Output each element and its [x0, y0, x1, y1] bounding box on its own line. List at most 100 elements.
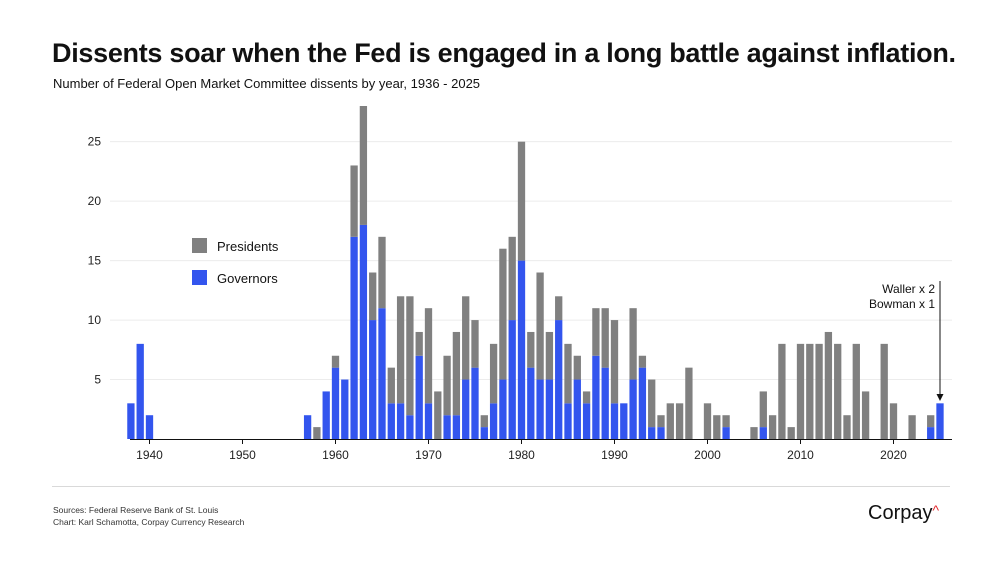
x-tick-label: 2020 — [880, 448, 907, 462]
bar-governors — [489, 403, 498, 439]
bar-presidents — [517, 141, 526, 261]
legend-label-governors: Governors — [217, 271, 278, 286]
bar-governors — [359, 224, 368, 439]
x-tick-label: 1950 — [229, 448, 256, 462]
bar-governors — [303, 415, 312, 439]
bar-governors — [471, 367, 479, 439]
y-tick-label: 15 — [88, 254, 102, 268]
bar-presidents — [452, 331, 461, 416]
bar-governors — [350, 236, 358, 439]
bar-governors — [759, 427, 767, 439]
sources-block: Sources: Federal Reserve Bank of St. Lou… — [53, 504, 244, 528]
bar-governors — [443, 415, 451, 439]
bar-governors — [648, 427, 656, 439]
bar-governors — [936, 403, 944, 439]
x-tick-label: 1990 — [601, 448, 628, 462]
bar-governors — [406, 415, 414, 439]
bar-presidents — [806, 343, 814, 439]
bar-governors — [136, 343, 144, 439]
y-tick-label: 5 — [94, 373, 101, 387]
bar-governors — [369, 320, 377, 439]
bar-governors — [331, 367, 340, 439]
legend-swatch-governors — [192, 270, 207, 285]
x-tick-label: 2010 — [787, 448, 814, 462]
bar-presidents — [666, 403, 674, 439]
x-tick-label: 1940 — [136, 448, 163, 462]
bar-presidents — [499, 248, 507, 380]
chart-title: Dissents soar when the Fed is engaged in… — [52, 38, 956, 68]
bar-series — [127, 106, 944, 439]
bar-presidents — [378, 236, 386, 309]
bar-governors — [610, 403, 619, 439]
bar-presidents — [471, 320, 479, 368]
footer-divider — [52, 486, 950, 487]
bar-governors — [722, 427, 730, 439]
bar-presidents — [489, 343, 498, 404]
bar-governors — [378, 308, 386, 439]
bar-presidents — [675, 403, 684, 439]
annotation-arrow-head — [936, 394, 944, 401]
bar-presidents — [824, 331, 833, 439]
bar-governors — [592, 355, 600, 439]
corpay-logo: Corpay^ — [868, 502, 939, 525]
bar-presidents — [815, 343, 823, 439]
bar-governors — [564, 403, 572, 439]
credit-text: Chart: Karl Schamotta, Corpay Currency R… — [53, 517, 245, 527]
bar-presidents — [369, 272, 377, 321]
bar-presidents — [796, 343, 805, 439]
x-tick-label: 1970 — [415, 448, 442, 462]
bar-presidents — [331, 355, 340, 368]
bar-governors — [638, 367, 647, 439]
y-tick-label: 20 — [88, 194, 102, 208]
x-tick-label: 2000 — [694, 448, 721, 462]
bar-governors — [517, 260, 526, 439]
bar-presidents — [350, 165, 358, 237]
bar-presidents — [480, 415, 488, 428]
bar-presidents — [387, 367, 395, 404]
bar-presidents — [396, 296, 405, 404]
bar-governors — [387, 403, 395, 439]
bar-governors — [582, 403, 591, 439]
bar-governors — [499, 379, 507, 439]
bar-presidents — [703, 403, 712, 439]
bar-governors — [573, 379, 581, 439]
bar-presidents — [759, 391, 767, 428]
bar-presidents — [880, 343, 888, 439]
bar-presidents — [545, 331, 554, 380]
bar-presidents — [424, 308, 433, 404]
bar-governors — [657, 427, 665, 439]
bar-presidents — [610, 320, 619, 404]
x-tick-label: 1980 — [508, 448, 535, 462]
bar-presidents — [768, 415, 777, 439]
bar-governors — [452, 415, 461, 439]
caret-icon: ^ — [932, 502, 940, 518]
bar-presidents — [722, 415, 730, 428]
bar-presidents — [927, 415, 935, 428]
x-tick-label: 1960 — [322, 448, 349, 462]
bar-presidents — [685, 367, 693, 439]
bar-presidents — [573, 355, 581, 380]
chart-subtitle: Number of Federal Open Market Committee … — [53, 76, 481, 91]
logo-text: Corpay — [868, 502, 933, 524]
bar-presidents — [638, 355, 647, 368]
bar-governors — [396, 403, 405, 439]
bar-presidents — [750, 427, 758, 439]
bar-governors — [127, 403, 135, 439]
bar-governors — [927, 427, 935, 439]
bar-presidents — [843, 415, 851, 439]
bar-presidents — [462, 296, 470, 380]
bar-presidents — [313, 427, 321, 439]
bar-presidents — [555, 296, 563, 321]
bar-presidents — [629, 308, 637, 380]
bar-governors — [620, 403, 628, 439]
bar-governors — [424, 403, 433, 439]
legend-label-presidents: Presidents — [217, 239, 279, 254]
bar-presidents — [861, 391, 870, 439]
bar-presidents — [536, 272, 544, 380]
bar-governors — [322, 391, 330, 439]
bar-presidents — [415, 331, 423, 356]
bar-presidents — [778, 343, 786, 439]
bar-presidents — [834, 343, 842, 439]
y-tick-label: 10 — [88, 313, 102, 327]
